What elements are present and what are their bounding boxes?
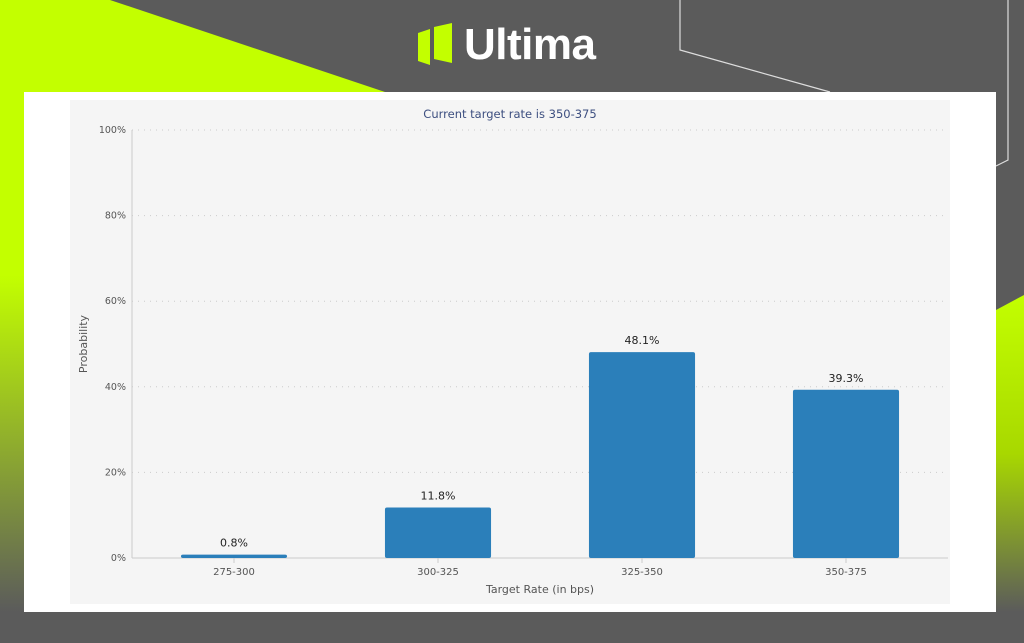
bar-300-325 [384,507,492,558]
x-tick-label: 350-375 [825,567,867,578]
y-tick-label: 0% [111,553,126,564]
x-tick-label: 275-300 [213,567,255,578]
y-tick-label: 100% [99,125,126,136]
x-axis-title: Target Rate (in bps) [485,583,594,596]
brand-logo: Ultima [418,20,596,70]
y-axis-title: Probability [77,314,90,373]
y-tick-label: 60% [105,296,126,307]
y-tick-label: 20% [105,467,126,478]
bar-chart: Current target rate is 350-375 0% 20% 40% 60… [70,100,950,604]
data-label: 48.1% [625,334,660,347]
y-tick-label: 40% [105,382,126,393]
bar-275-300 [180,554,288,558]
data-label: 39.3% [829,372,864,385]
data-label: 0.8% [220,537,248,550]
ultima-logo-icon [418,23,452,65]
bar-350-375 [792,389,900,558]
chart-title: Current target rate is 350-375 [423,107,596,121]
x-tick-label: 300-325 [417,567,459,578]
brand-name: Ultima [464,20,596,69]
y-tick-label: 80% [105,211,126,222]
x-tick-label: 325-350 [621,567,663,578]
data-label: 11.8% [421,489,456,502]
bar-325-350 [588,352,696,558]
